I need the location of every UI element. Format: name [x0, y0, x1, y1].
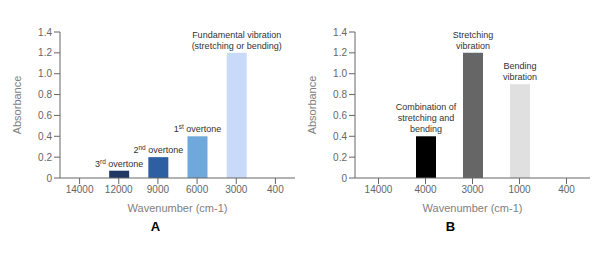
svg-text:9000: 9000 [147, 184, 170, 195]
svg-text:Absorbance: Absorbance [11, 76, 23, 135]
svg-text:2nd overtone: 2nd overtone [133, 144, 183, 155]
svg-text:1.0: 1.0 [333, 68, 347, 79]
svg-text:1.4: 1.4 [333, 27, 347, 38]
svg-text:0: 0 [341, 173, 347, 184]
svg-text:1000: 1000 [508, 184, 531, 195]
svg-text:0.8: 0.8 [333, 89, 347, 100]
svg-text:0.4: 0.4 [333, 131, 347, 142]
svg-text:0.2: 0.2 [333, 152, 347, 163]
svg-text:4000: 4000 [414, 184, 437, 195]
html-text:B: B [445, 219, 456, 234]
svg-text:Fundamental vibration(stretchi: Fundamental vibration(stretching or bend… [192, 30, 282, 51]
svg-text:400: 400 [558, 184, 575, 195]
svg-text:1.4: 1.4 [38, 27, 52, 38]
svg-text:1.2: 1.2 [38, 47, 52, 58]
svg-text:Absorbance: Absorbance [306, 76, 318, 135]
svg-text:0.8: 0.8 [38, 89, 52, 100]
svg-text:Combination ofstretching andbe: Combination ofstretching andbending [396, 102, 457, 134]
svg-text:1st overtone: 1st overtone [174, 123, 222, 134]
svg-text:Bendingvibration: Bendingvibration [503, 61, 537, 82]
svg-text:400: 400 [267, 184, 284, 195]
svg-text:12000: 12000 [105, 184, 133, 195]
svg-text:3rd overtone: 3rd overtone [95, 158, 143, 169]
svg-text:3000: 3000 [225, 184, 248, 195]
svg-text:0: 0 [46, 173, 52, 184]
svg-text:Wavenumber (cm-1): Wavenumber (cm-1) [423, 202, 523, 214]
svg-text:0.2: 0.2 [38, 152, 52, 163]
svg-text:Stretchingvibration: Stretchingvibration [453, 30, 494, 51]
svg-text:14000: 14000 [365, 184, 393, 195]
svg-text:0.4: 0.4 [38, 131, 52, 142]
svg-text:0.6: 0.6 [38, 110, 52, 121]
svg-text:6000: 6000 [186, 184, 209, 195]
svg-text:Wavenumber (cm-1): Wavenumber (cm-1) [128, 202, 228, 214]
html-text:A: A [150, 219, 161, 234]
svg-text:3000: 3000 [461, 184, 484, 195]
svg-text:14000: 14000 [66, 184, 94, 195]
svg-text:1.2: 1.2 [333, 47, 347, 58]
svg-text:0.6: 0.6 [333, 110, 347, 121]
svg-text:1.0: 1.0 [38, 68, 52, 79]
